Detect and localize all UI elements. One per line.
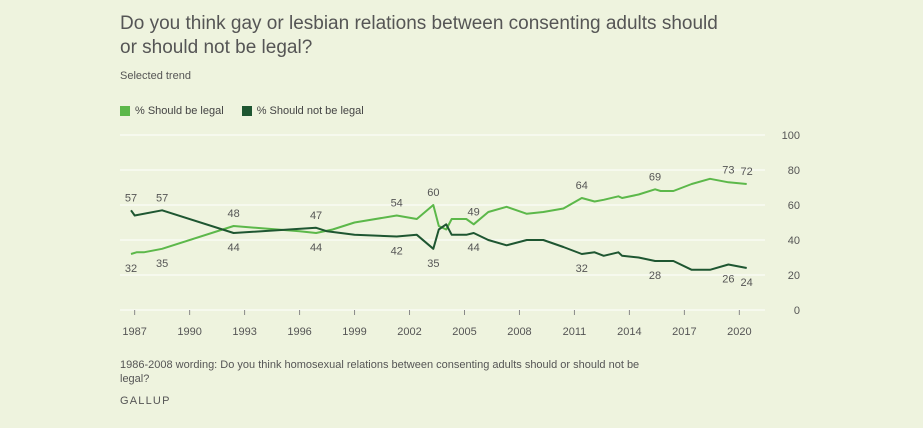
data-label-legal-73: 73	[722, 164, 734, 176]
data-label-legal-69: 69	[649, 171, 661, 183]
data-label-legal-32: 32	[125, 263, 137, 275]
x-tick-label-2014: 2014	[617, 326, 641, 338]
y-tick-label-20: 20	[788, 270, 800, 282]
x-axis-ticks: 1987 1990 1993 1996 1999 2002 2005 2008 2011 2014…	[122, 310, 752, 338]
wording-note: 1986-2008 wording: Do you think homosexu…	[120, 359, 640, 385]
data-label-not-legal-35: 35	[427, 258, 439, 270]
y-tick-label-0: 0	[794, 305, 800, 317]
data-label-legal-44: 44	[310, 242, 322, 254]
y-tick-label-100: 100	[782, 130, 800, 142]
data-label-not-legal-44: 44	[227, 242, 239, 254]
data-label-legal-54: 54	[391, 198, 403, 210]
data-label-not-legal-57: 57	[125, 192, 137, 204]
y-tick-label-80: 80	[788, 165, 800, 177]
chart-title: Do you think gay or lesbian relations be…	[120, 13, 718, 58]
data-label-not-legal-26: 26	[722, 274, 734, 286]
legend-swatch-legal	[120, 106, 130, 116]
legend-label-legal: % Should be legal	[135, 105, 224, 117]
legend-label-not-legal: % Should not be legal	[256, 105, 364, 117]
data-label-legal-72: 72	[741, 166, 753, 178]
legend: % Should be legal % Should not be legal	[120, 105, 364, 117]
series-line-should-not-be-legal	[130, 209, 747, 271]
legend-swatch-not-legal	[241, 106, 252, 116]
x-tick-label-1990: 1990	[177, 326, 201, 338]
data-label-legal-64: 64	[576, 180, 588, 192]
x-tick-label-2005: 2005	[452, 326, 476, 338]
data-label-not-legal-44: 44	[468, 242, 480, 254]
data-label-not-legal-47: 47	[310, 210, 322, 222]
data-label-legal-35: 35	[156, 258, 168, 270]
data-label-not-legal-57: 57	[156, 192, 168, 204]
x-tick-label-2002: 2002	[397, 326, 421, 338]
data-label-not-legal-28: 28	[649, 270, 661, 282]
x-tick-label-2020: 2020	[727, 326, 751, 338]
data-label-legal-49: 49	[468, 206, 480, 218]
y-tick-label-60: 60	[788, 200, 800, 212]
series-lines	[130, 177, 747, 271]
x-tick-label-2011: 2011	[563, 326, 587, 338]
data-labels: 32 35 48 44 54 60 49 64 69 73 72 57 57 44 47 42 35 44 32 28…	[125, 164, 753, 289]
x-tick-label-1999: 1999	[342, 326, 366, 338]
data-label-not-legal-32: 32	[576, 263, 588, 275]
chart-subtitle: Selected trend	[120, 70, 191, 82]
source-label: GALLUP	[120, 395, 171, 407]
x-tick-label-1993: 1993	[232, 326, 256, 338]
legend-item-legal: % Should be legal	[120, 105, 224, 117]
x-tick-label-2017: 2017	[672, 326, 696, 338]
data-label-legal-60: 60	[427, 187, 439, 199]
gridlines	[120, 134, 765, 311]
x-tick-label-1987: 1987	[122, 326, 146, 338]
data-label-not-legal-42: 42	[391, 246, 403, 258]
y-tick-label-40: 40	[788, 235, 800, 247]
data-label-legal-48: 48	[227, 208, 239, 220]
x-tick-label-2008: 2008	[507, 326, 531, 338]
data-label-not-legal-24: 24	[741, 277, 753, 289]
y-axis-ticks: 0 20 40 60 80 100	[782, 130, 800, 317]
series-line-should-be-legal	[130, 177, 747, 255]
x-tick-label-1996: 1996	[287, 326, 311, 338]
legend-item-not-legal: % Should not be legal	[241, 105, 364, 117]
